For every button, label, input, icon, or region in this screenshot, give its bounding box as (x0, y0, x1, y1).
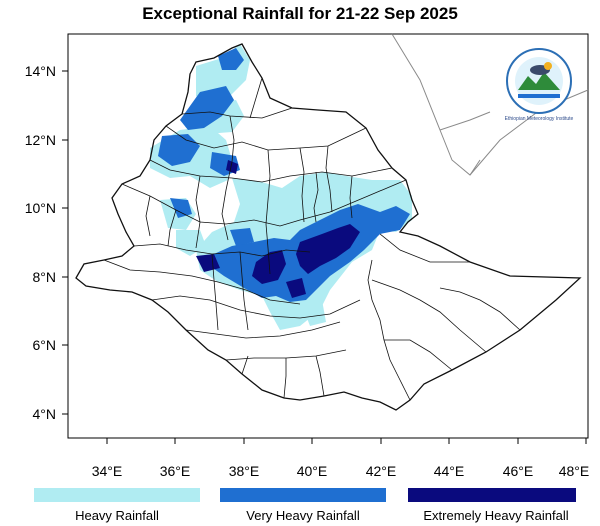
legend-swatch-extreme (408, 488, 576, 502)
logo-caption: Ethiopian Meteorology Institute (504, 116, 574, 122)
y-tick-label: 12°N (25, 132, 56, 148)
x-tick-label: 34°E (92, 463, 123, 479)
ethiopian-meteorology-institute-logo (504, 46, 574, 116)
axis-ticks (62, 70, 587, 444)
ethiopia-border (75, 43, 582, 411)
x-tick-label: 38°E (229, 463, 260, 479)
y-tick-label: 6°N (33, 337, 57, 353)
internal-boundaries (103, 77, 521, 401)
map-title: Exceptional Rainfall for 21-22 Sep 2025 (142, 4, 458, 23)
x-tick-label: 40°E (297, 463, 328, 479)
x-tick-label: 46°E (503, 463, 534, 479)
y-tick-label: 8°N (33, 269, 57, 285)
y-tick-label: 4°N (33, 406, 57, 422)
y-tick-label: 14°N (25, 63, 56, 79)
legend-swatch-heavy (34, 488, 200, 502)
legend-swatch-very-heavy (220, 488, 386, 502)
x-tick-label: 44°E (434, 463, 465, 479)
x-tick-label: 48°E (559, 463, 590, 479)
y-tick-label: 10°N (25, 200, 56, 216)
legend-label-extreme: Extremely Heavy Rainfall (423, 508, 569, 523)
extreme-rainfall-areas (196, 160, 360, 298)
neighbor-borders (391, 33, 589, 176)
legend-label-heavy: Heavy Rainfall (75, 508, 159, 523)
legend-label-very-heavy: Very Heavy Rainfall (246, 508, 360, 523)
x-tick-label: 36°E (160, 463, 191, 479)
x-tick-label: 42°E (366, 463, 397, 479)
